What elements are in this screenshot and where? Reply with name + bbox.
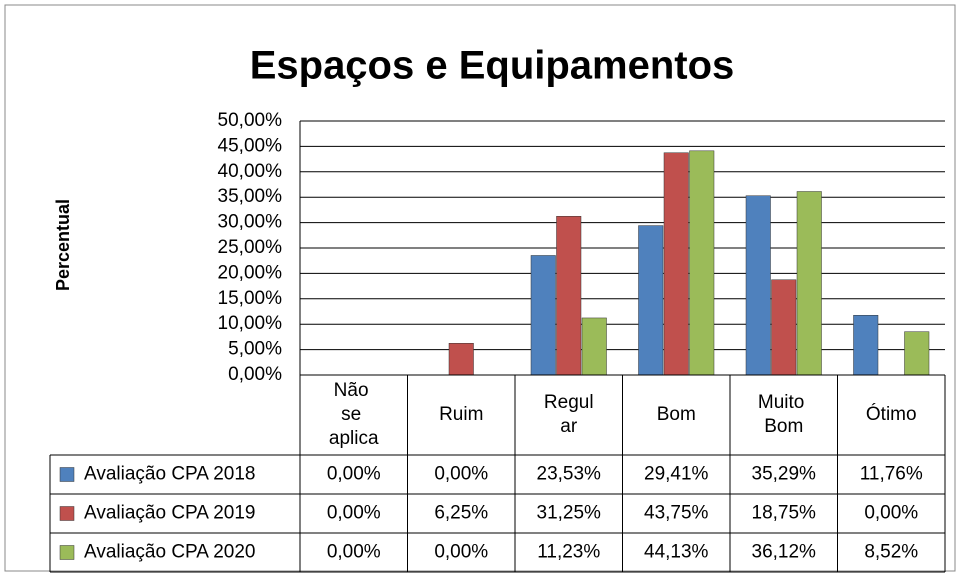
table-value: 0,00% [864,503,918,524]
chart-border [4,4,956,572]
table-value: 8,52% [864,542,918,563]
bar [448,343,474,376]
table-value: 6,25% [434,503,488,524]
table-value: 44,13% [644,542,709,563]
legend-label: Avaliação CPA 2019 [84,503,255,524]
legend-label: Avaliação CPA 2020 [84,542,255,563]
y-tick-label: 40,00% [218,161,283,182]
y-tick-label: 25,00% [218,237,283,258]
table-value: 43,75% [644,503,709,524]
y-tick-label: 0,00% [228,364,282,385]
bar [689,150,715,376]
bar [581,317,607,376]
table-value: 18,75% [752,503,817,524]
y-tick-label: 10,00% [218,313,283,334]
bar [904,331,930,376]
x-tick-label: Bom [657,404,696,425]
table-value: 0,00% [327,542,381,563]
table-value: 0,00% [327,503,381,524]
x-tick-label: Não se aplica [329,380,379,449]
table-value: 31,25% [537,503,602,524]
y-tick-label: 50,00% [218,110,283,131]
y-tick-label: 20,00% [218,262,283,283]
y-axis-title: Percentual [53,199,73,291]
table-value: 11,76% [860,464,923,485]
legend-key [59,545,75,560]
y-tick-label: 35,00% [218,186,283,207]
bar [638,225,664,376]
table-value: 23,53% [537,464,602,485]
legend-key [59,506,75,521]
table-value: 36,12% [752,542,817,563]
x-tick-label: Ótimo [866,403,917,425]
legend-key [59,467,75,482]
x-tick-label: Regul ar [544,392,594,437]
chart-title: Espaços e Equipamentos [250,44,735,88]
bar [771,279,797,376]
y-tick-label: 45,00% [218,135,283,156]
bar [530,255,556,376]
bar [796,191,822,376]
table-value: 0,00% [327,464,381,485]
table-value: 29,41% [644,464,709,485]
bar [663,152,689,376]
y-tick-label: 30,00% [218,212,283,233]
table-value: 11,23% [537,542,600,563]
bar [853,315,879,376]
x-tick-label: Ruim [439,404,483,425]
bar [745,195,771,376]
y-tick-label: 15,00% [218,288,283,309]
y-tick-label: 5,00% [228,339,282,360]
bar [556,216,582,376]
table-value: 0,00% [434,464,488,485]
legend-label: Avaliação CPA 2018 [84,464,255,485]
table-value: 0,00% [434,542,488,563]
table-value: 35,29% [752,464,817,485]
x-tick-label: Muito Bom [758,392,810,437]
